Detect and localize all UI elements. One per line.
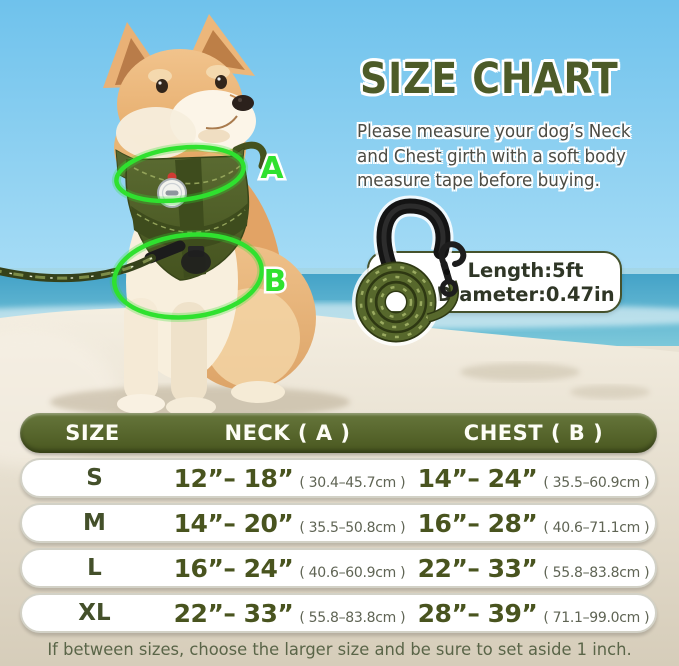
neck-cm: ( 35.5–50.8cm ): [299, 519, 406, 536]
leash-diameter: Diameter:0.47in: [436, 283, 615, 306]
header-size: SIZE: [65, 421, 120, 445]
table-row: S 12”– 18” ( 30.4–45.7cm ) 14”– 24” ( 35…: [20, 458, 657, 498]
intro-line: and Chest girth with a soft body: [357, 145, 626, 167]
dog-photo: [0, 14, 316, 417]
chest-cm: ( 55.8–83.8cm ): [543, 564, 650, 581]
neck-inches: 14”– 20”: [173, 508, 294, 538]
chest-cm: ( 71.1–99.0cm ): [543, 609, 650, 626]
size-table: SIZE NECK ( A ) CHEST ( B ) S 12”– 18” (…: [20, 413, 657, 638]
chest-inches: 16”– 28”: [417, 508, 538, 538]
table-row: M 14”– 20” ( 35.5–50.8cm ) 16”– 28” ( 40…: [20, 503, 657, 543]
sizing-advice: If between sizes, choose the larger size…: [47, 640, 632, 660]
dog-nose: [232, 95, 254, 111]
leash-spec-box: Length:5ft Diameter:0.47in: [367, 251, 622, 313]
chest-cell: 22”– 33” ( 55.8–83.8cm ): [412, 554, 655, 583]
chest-label: B: [264, 264, 287, 299]
neck-cm: ( 30.4–45.7cm ): [299, 474, 406, 491]
neck-inches: 22”– 33”: [173, 598, 294, 628]
size-cell: S: [86, 465, 103, 491]
header-chest: CHEST ( B ): [463, 421, 604, 445]
sky: [0, 0, 679, 285]
chest-cell: 14”– 24” ( 35.5–60.9cm ): [412, 464, 655, 493]
chest-inches: 28”– 39”: [417, 598, 538, 628]
attached-leash-rope: [0, 240, 186, 283]
neck-inches: 16”– 24”: [173, 553, 294, 583]
chest-cm: ( 40.6–71.1cm ): [543, 519, 650, 536]
chest-cell: 28”– 39” ( 71.1–99.0cm ): [412, 599, 655, 628]
intro-line: Please measure your dog’s Neck: [357, 121, 631, 142]
leash-length: Length:5ft: [467, 259, 584, 282]
neck-inches: 12”– 18”: [173, 463, 294, 493]
header-neck: NECK ( A ): [224, 421, 351, 445]
chest-cm: ( 35.5–60.9cm ): [543, 474, 650, 491]
neck-cm: ( 40.6–60.9cm ): [299, 564, 406, 581]
intro-text: Please measure your dog’s Neck and Chest…: [357, 120, 631, 194]
neck-label: A: [260, 151, 284, 186]
neck-cell: 22”– 33” ( 55.8–83.8cm ): [167, 599, 412, 628]
table-row: L 16”– 24” ( 40.6–60.9cm ) 22”– 33” ( 55…: [20, 548, 657, 588]
dog-eye: [156, 79, 168, 93]
size-cell: XL: [78, 600, 111, 626]
size-table-header: SIZE NECK ( A ) CHEST ( B ): [20, 413, 657, 453]
size-cell: M: [83, 510, 106, 536]
chest-cell: 16”– 28” ( 40.6–71.1cm ): [412, 509, 655, 538]
dog-eye: [215, 75, 227, 89]
chest-inches: 14”– 24”: [417, 463, 538, 493]
neck-cell: 14”– 20” ( 35.5–50.8cm ): [167, 509, 412, 538]
neck-cell: 16”– 24” ( 40.6–60.9cm ): [167, 554, 412, 583]
neck-cell: 12”– 18” ( 30.4–45.7cm ): [167, 464, 412, 493]
neck-measure-ellipse: [111, 142, 249, 206]
page-title: SIZE CHART: [360, 54, 619, 104]
neck-cm: ( 55.8–83.8cm ): [299, 609, 406, 626]
intro-line: measure tape before buying.: [357, 170, 600, 191]
size-cell: L: [87, 555, 102, 581]
table-row: XL 22”– 33” ( 55.8–83.8cm ) 28”– 39” ( 7…: [20, 593, 657, 633]
chest-measure-ellipse: [109, 229, 267, 323]
chest-inches: 22”– 33”: [417, 553, 538, 583]
